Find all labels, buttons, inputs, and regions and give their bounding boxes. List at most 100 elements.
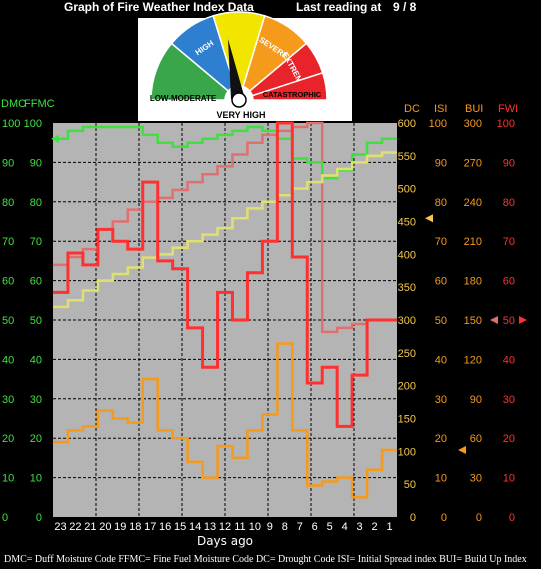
x-axis-label: Days ago: [197, 534, 253, 548]
x-tick: 12: [219, 521, 231, 533]
ffmc-current-marker: [51, 134, 59, 143]
fwi-tick: 30: [503, 394, 515, 406]
fwi-tick: 0: [509, 512, 515, 524]
ffmc-tick: 90: [30, 157, 42, 169]
dc-tick: 450: [398, 217, 416, 229]
bui-tick: 120: [464, 354, 482, 366]
x-tick: 21: [84, 521, 96, 533]
bui-tick: 210: [464, 236, 482, 248]
x-tick: 7: [297, 521, 303, 533]
gauge-needle: [228, 39, 247, 108]
x-tick: 19: [114, 521, 126, 533]
x-tick: 8: [282, 521, 288, 533]
dmc-tick: 80: [2, 197, 14, 209]
ffmc-tick: 30: [30, 394, 42, 406]
x-tick: 1: [386, 521, 392, 533]
dc-tick: 250: [398, 348, 416, 360]
x-tick-labels: 23 22 21 20 19 18 17 16 15 14 13 12 11 10 9 8 7 6 5 4 3 2 1: [54, 521, 392, 533]
dmc-tick: 70: [2, 236, 14, 248]
x-tick: 23: [54, 521, 66, 533]
dc-tick: 100: [398, 446, 416, 458]
fwi-tick: 80: [503, 197, 515, 209]
isi-tick: 10: [435, 473, 447, 485]
isi-tick: 20: [435, 433, 447, 445]
x-tick: 11: [234, 521, 245, 533]
series-isi: [53, 342, 397, 499]
isi-tick: 70: [435, 236, 447, 248]
last-reading-value: 9 / 8: [393, 0, 417, 14]
isi-tick: 50: [435, 315, 447, 327]
isi-tick: 90: [435, 157, 447, 169]
current-value-markers: [51, 134, 527, 455]
bui-tick: 270: [464, 157, 482, 169]
dc-tick: 300: [398, 315, 416, 327]
dc-tick: 400: [398, 249, 416, 261]
gauge-center-label: VERY HIGH: [216, 110, 265, 120]
dmc-axis-header: DMC: [1, 98, 26, 110]
bui-axis-header: BUI: [465, 103, 483, 115]
bui-tick: 30: [470, 473, 482, 485]
ffmc-tick: 100: [24, 118, 42, 130]
x-tick: 10: [249, 521, 261, 533]
x-tick: 4: [342, 521, 348, 533]
fwi-tick: 60: [503, 276, 515, 288]
x-tick: 6: [312, 521, 318, 533]
dc-tick: 150: [398, 414, 416, 426]
bui-tick: 150: [464, 315, 482, 327]
last-reading-label: Last reading at: [296, 0, 381, 14]
dc-tick: 350: [398, 282, 416, 294]
isi-tick: 0: [441, 512, 447, 524]
x-tick: 17: [144, 521, 156, 533]
ffmc-axis-header: FFMC: [24, 98, 55, 110]
dc-current-marker: [425, 214, 433, 223]
series-dmc: [53, 121, 397, 334]
bui-current-marker: [490, 316, 498, 324]
ffmc-tick: 60: [30, 276, 42, 288]
gridlines: [53, 123, 397, 517]
chart-title: Graph of Fire Weather Index Data: [64, 0, 254, 14]
x-tick: 13: [204, 521, 216, 533]
fwi-tick: 90: [503, 157, 515, 169]
series-lines: [53, 121, 397, 499]
bui-tick: 60: [470, 433, 482, 445]
isi-axis-header: ISI: [434, 103, 447, 115]
dc-tick: 50: [404, 479, 416, 491]
ffmc-tick: 0: [36, 512, 42, 524]
bui-tick: 300: [464, 118, 482, 130]
fwi-tick: 20: [503, 433, 515, 445]
fwi-current-marker: [519, 316, 527, 324]
dmc-tick: 90: [2, 157, 14, 169]
isi-current-marker: [458, 446, 466, 455]
series-fwi: [53, 121, 397, 428]
ffmc-tick: 40: [30, 354, 42, 366]
x-tick: 5: [327, 521, 333, 533]
x-tick: 14: [189, 521, 201, 533]
gauge-band-catastrophic: [251, 71, 328, 101]
ffmc-tick: 70: [30, 236, 42, 248]
gauge-label-low-moderate: LOW-MODERATE: [150, 94, 217, 103]
dmc-tick: 20: [2, 433, 14, 445]
dmc-tick: 40: [2, 354, 14, 366]
dmc-tick: 10: [2, 473, 14, 485]
bui-tick: 0: [476, 512, 482, 524]
fwi-tick: 100: [497, 118, 515, 130]
ffmc-tick: 20: [30, 433, 42, 445]
fwi-tick: 50: [503, 315, 515, 327]
fwi-tick: 10: [503, 473, 515, 485]
ffmc-tick: 10: [30, 473, 42, 485]
dc-tick: 500: [398, 184, 416, 196]
ffmc-tick: 80: [30, 197, 42, 209]
fwi-tick: 40: [503, 354, 515, 366]
bui-tick: 240: [464, 197, 482, 209]
x-tick: 15: [174, 521, 186, 533]
gauge-label-catastrophic: CATASTROPHIC: [263, 90, 322, 99]
isi-tick: 60: [435, 276, 447, 288]
dmc-tick: 0: [2, 512, 8, 524]
